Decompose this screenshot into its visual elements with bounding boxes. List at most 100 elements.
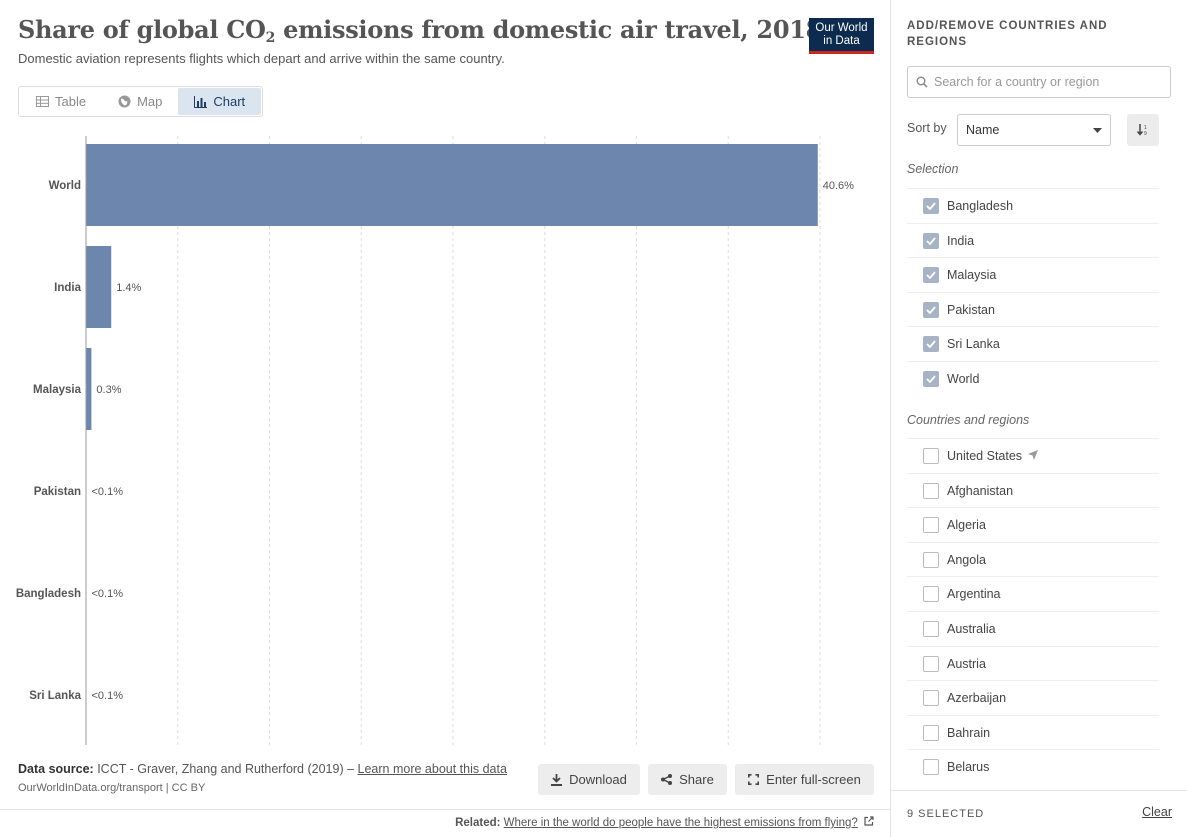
owid-logo[interactable]: Our World in Data (809, 18, 874, 54)
tab-chart[interactable]: Chart (178, 88, 262, 115)
external-link-icon (864, 816, 874, 826)
entity-label: Azerbaijan (947, 691, 1007, 706)
chart-panel: Share of global CO2 emissions from domes… (0, 15, 890, 829)
category-label: India (54, 282, 81, 294)
entity-row[interactable]: Malaysia (907, 257, 1159, 292)
entity-label: United States (947, 449, 1023, 463)
value-label: 0.3% (96, 384, 121, 396)
entity-row[interactable]: World (907, 361, 1159, 396)
search-box[interactable] (907, 66, 1171, 98)
checkbox-checked[interactable] (923, 301, 939, 318)
checkbox-checked[interactable] (923, 336, 939, 353)
entity-label: Belarus (947, 760, 990, 775)
tab-map[interactable]: Map (102, 88, 178, 115)
value-label: <0.1% (92, 690, 124, 702)
entity-label: Sri Lanka (947, 337, 1000, 352)
checkbox[interactable] (923, 551, 939, 568)
entity-row[interactable]: Australia (907, 611, 1159, 646)
checkbox[interactable] (923, 586, 939, 603)
category-label: Pakistan (34, 486, 81, 498)
entity-label: Afghanistan (947, 483, 1014, 498)
entity-label: Bangladesh (947, 199, 1014, 213)
selection-heading: Selection (907, 162, 959, 176)
entity-label: Bahrain (947, 725, 991, 740)
entity-row[interactable]: Argentina (907, 576, 1159, 611)
clear-button[interactable]: Clear (1142, 805, 1172, 819)
chart-title: Share of global CO2 emissions from domes… (18, 15, 823, 46)
sidebar-footer: 9 SELECTED Clear (891, 790, 1187, 837)
checkbox[interactable] (923, 724, 939, 741)
learn-more-link[interactable]: Learn more about this data (357, 762, 507, 776)
source-url: OurWorldInData.org/transport | CC BY (18, 782, 206, 794)
entity-row[interactable]: Afghanistan (907, 472, 1159, 508)
bar-chart: World 40.6% India 1.4% Malaysia 0.3% Pakistan <… (16, 136, 854, 745)
category-label: Sri Lanka (29, 690, 81, 702)
entity-label: Austria (947, 656, 986, 671)
sort-label: Sort by (907, 121, 947, 135)
countries-heading: Countries and regions (907, 413, 1030, 427)
bar[interactable] (86, 246, 112, 328)
bar-chart-icon (194, 95, 208, 108)
search-input[interactable] (934, 75, 1154, 89)
checkbox[interactable] (923, 448, 939, 464)
download-icon (551, 773, 563, 786)
sort-dropdown[interactable]: Name (957, 114, 1111, 146)
entity-label: World (947, 372, 980, 386)
category-label: World (49, 180, 81, 192)
entity-label: Algeria (947, 518, 986, 533)
entity-label: Pakistan (947, 302, 995, 317)
entity-label: Malaysia (947, 268, 997, 283)
checkbox[interactable] (923, 759, 939, 776)
tab-table[interactable]: Table (20, 88, 102, 115)
bar[interactable] (86, 348, 92, 430)
location-arrow-icon (1028, 449, 1039, 463)
share-button[interactable]: Share (648, 764, 727, 795)
entity-row[interactable]: Pakistan (907, 291, 1159, 327)
entity-row[interactable]: Belarus (907, 749, 1159, 784)
divider (0, 809, 890, 810)
checkbox[interactable] (923, 482, 939, 499)
checkbox-checked[interactable] (923, 371, 939, 387)
checkbox-checked[interactable] (923, 232, 939, 249)
svg-text:1: 1 (1144, 125, 1147, 131)
entity-label: Argentina (947, 587, 1001, 602)
value-label: <0.1% (92, 588, 124, 600)
view-tabs: Table Map Chart (18, 86, 263, 117)
checkbox[interactable] (923, 621, 939, 637)
checkbox-checked[interactable] (923, 267, 939, 284)
value-label: <0.1% (92, 486, 124, 498)
category-label: Malaysia (33, 384, 82, 396)
entity-label: Australia (947, 622, 996, 636)
entity-row[interactable]: Algeria (907, 507, 1159, 542)
related-link[interactable]: Where in the world do people have the hi… (503, 817, 858, 829)
entity-row[interactable]: Sri Lanka (907, 326, 1159, 361)
selected-count: 9 SELECTED (907, 808, 985, 820)
search-icon (916, 76, 928, 88)
entity-label: India (947, 233, 975, 248)
checkbox[interactable] (923, 690, 939, 707)
table-icon (36, 96, 49, 107)
entity-label: Angola (947, 552, 986, 567)
entity-row[interactable]: Bahrain (907, 714, 1159, 750)
data-source: Data source: ICCT - Graver, Zhang and Ru… (18, 762, 507, 776)
entity-row[interactable]: United States (907, 438, 1159, 473)
fullscreen-button[interactable]: Enter full-screen (735, 764, 874, 795)
value-label: 40.6% (823, 180, 854, 192)
checkbox[interactable] (923, 517, 939, 534)
related-link-row: Related: Where in the world do people ha… (455, 816, 874, 829)
entity-row[interactable]: Bangladesh (907, 188, 1159, 223)
bar[interactable] (86, 144, 818, 226)
sort-order-icon: 19 (1136, 124, 1147, 136)
download-button[interactable]: Download (538, 764, 640, 795)
entity-row[interactable]: Angola (907, 541, 1159, 577)
entity-row[interactable]: Austria (907, 645, 1159, 681)
entity-row[interactable]: India (907, 222, 1159, 258)
sidebar-heading: ADD/REMOVE COUNTRIES AND REGIONS (907, 20, 1108, 48)
checkbox-checked[interactable] (923, 198, 939, 214)
checkbox[interactable] (923, 655, 939, 672)
share-icon (661, 774, 673, 785)
entity-row[interactable]: Azerbaijan (907, 680, 1159, 715)
chart-subtitle: Domestic aviation represents flights whi… (18, 51, 505, 66)
caret-down-icon (1093, 127, 1102, 133)
